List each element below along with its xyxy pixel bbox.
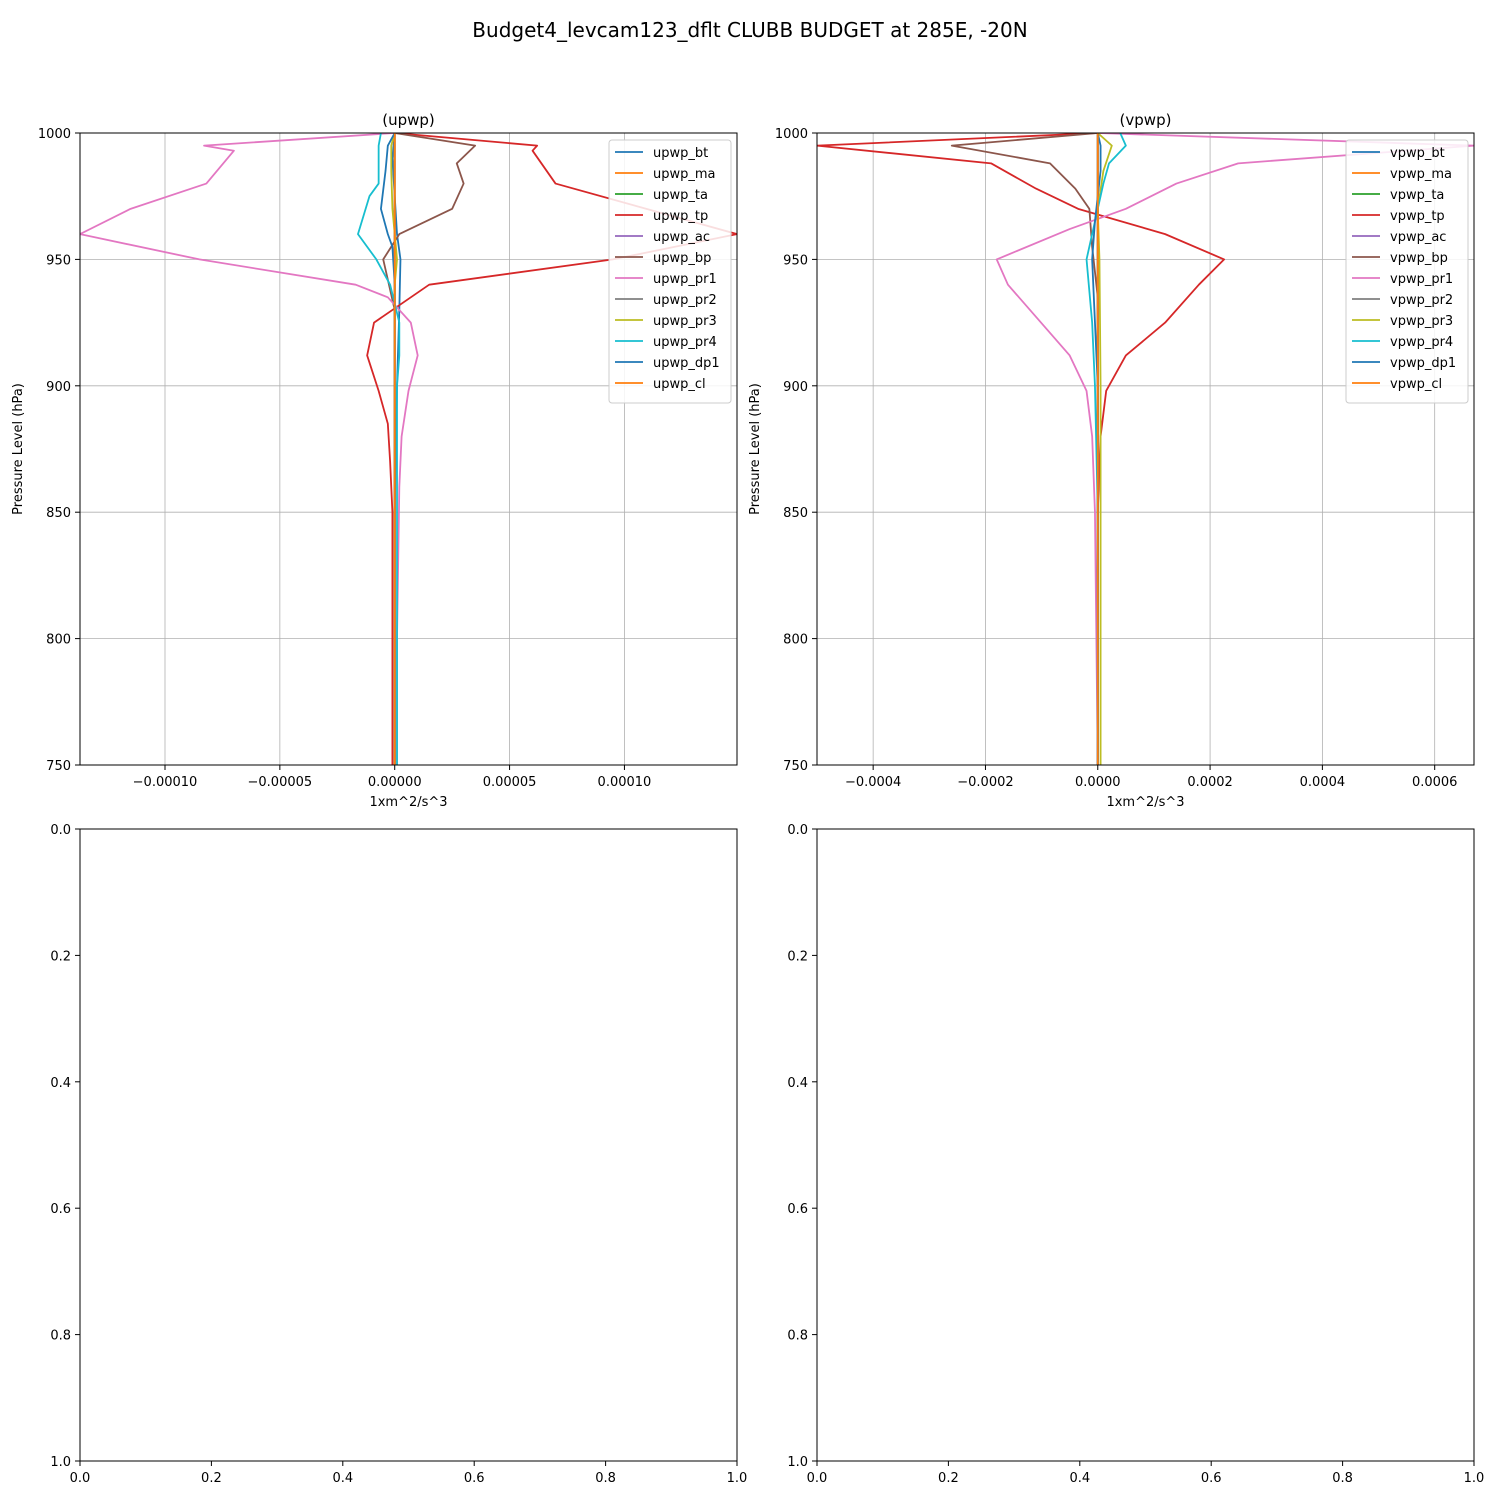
vpwp-pr4-line: [1085, 133, 1127, 765]
vpwp-y-tick-label: 750: [783, 759, 808, 774]
vpwp-axes-frame: [816, 132, 1475, 766]
bottom-right-x-tick-label: 0.4: [1069, 1471, 1090, 1486]
bottom-right-x-tick-label: 0.2: [938, 1471, 959, 1486]
bottom-left-y-tick-label: 0.6: [50, 1202, 71, 1217]
legend-label-upwp-pr3: upwp_pr3: [653, 314, 717, 329]
bottom-left-y-tick-label: 0.8: [50, 1329, 71, 1344]
bottom-left-axes-frame: [79, 828, 738, 1462]
upwp-pr1-line: [80, 133, 419, 765]
legend-label-vpwp-bt: vpwp_bt: [1390, 146, 1445, 161]
upwp-x-tick-label: −0.00010: [133, 775, 198, 790]
upwp-axes-frame: [79, 132, 738, 766]
bottom-right-x-tick-label: 0.6: [1201, 1471, 1222, 1486]
vpwp-y-tick-label: 800: [783, 633, 808, 648]
legend-label-vpwp-pr1: vpwp_pr1: [1390, 272, 1453, 287]
upwp-x-tick-label: −0.00005: [248, 775, 313, 790]
empty-panel-bottom-right: 0.0 0.2 0.4 0.6 0.8 1.00.00.20.40.60.81.0: [787, 823, 1484, 1486]
empty-panel-bottom-left: 0.0 0.2 0.4 0.6 0.8 1.00.00.20.40.60.81.0: [50, 823, 747, 1486]
bottom-right-y-tick-label: 0.6: [787, 1202, 808, 1217]
bottom-left-x-tick-label: 0.4: [332, 1471, 353, 1486]
bottom-right-x-tick-label: 0.8: [1332, 1471, 1353, 1486]
vpwp-x-tick-label: −0.0002: [957, 775, 1013, 790]
vpwp-panel: −0.0004 −0.0002 0.0000 0.0002 0.0004 0.0006 75…: [748, 111, 1475, 810]
upwp-legend-box: [608, 139, 732, 404]
legend-label-vpwp-ac: vpwp_ac: [1390, 230, 1446, 245]
vpwp-x-tick-label: 0.0006: [1412, 775, 1458, 790]
legend-label-upwp-bt: upwp_bt: [653, 146, 708, 161]
upwp-y-tick-label: 1000: [38, 127, 71, 142]
legend-label-vpwp-cl: vpwp_cl: [1390, 377, 1442, 392]
vpwp-y-axis-label: Pressure Level (hPa): [748, 383, 763, 515]
vpwp-pr1-line: [995, 133, 1474, 765]
vpwp-y-tick-label: 950: [783, 253, 808, 268]
legend-label-upwp-pr2: upwp_pr2: [653, 293, 717, 308]
upwp-pr4-line: [357, 133, 401, 765]
vpwp-panel-title: (vpwp): [1120, 111, 1172, 129]
legend-label-vpwp-ma: vpwp_ma: [1390, 167, 1452, 182]
bottom-right-x-tick-label: 0.0: [807, 1471, 828, 1486]
bottom-left-x-tick-label: 0.2: [201, 1471, 222, 1486]
upwp-x-tick-label: 0.00010: [598, 775, 652, 790]
upwp-x-tick-label: 0.00000: [368, 775, 422, 790]
vpwp-tp-line: [817, 133, 1226, 765]
bottom-left-y-tick-label: 0.2: [50, 949, 71, 964]
legend-label-upwp-pr4: upwp_pr4: [653, 335, 717, 350]
upwp-panel: −0.00010 −0.00005 0.00000 0.00005 0.00010 750…: [11, 111, 738, 810]
vpwp-x-tick-label: −0.0004: [845, 775, 901, 790]
upwp-y-tick-label: 900: [46, 380, 71, 395]
vpwp-x-tick-label: 0.0002: [1187, 775, 1233, 790]
vpwp-y-tick-label: 900: [783, 380, 808, 395]
vpwp-legend-box: [1345, 139, 1469, 404]
figure-title: Budget4_levcam123_dflt CLUBB BUDGET at 2…: [472, 18, 1027, 42]
legend-label-upwp-ac: upwp_ac: [653, 230, 710, 245]
bottom-right-y-tick-label: 1.0: [787, 1455, 808, 1470]
bottom-right-y-tick-label: 0.8: [787, 1329, 808, 1344]
legend-label-upwp-bp: upwp_bp: [653, 251, 711, 266]
upwp-x-axis-label: 1xm^2/s^3: [369, 795, 447, 810]
legend-label-vpwp-bp: vpwp_bp: [1390, 251, 1448, 266]
bottom-left-x-tick-label: 0.0: [70, 1471, 91, 1486]
upwp-x-tick-label: 0.00005: [483, 775, 537, 790]
upwp-legend: upwp_bt upwp_ma upwp_ta upwp_tp upwp_ac upwp_…: [608, 139, 732, 404]
upwp-y-tick-label: 850: [46, 506, 71, 521]
bottom-left-x-tick-label: 0.8: [595, 1471, 616, 1486]
bottom-left-x-tick-label: 0.6: [464, 1471, 485, 1486]
vpwp-x-axis-label: 1xm^2/s^3: [1106, 795, 1184, 810]
bottom-left-x-tick-label: 1.0: [727, 1471, 748, 1486]
vpwp-legend: vpwp_bt vpwp_ma vpwp_ta vpwp_tp vpwp_ac vpwp_…: [1345, 139, 1469, 404]
bottom-right-y-tick-label: 0.2: [787, 949, 808, 964]
legend-label-upwp-pr1: upwp_pr1: [653, 272, 717, 287]
bottom-right-axes-frame: [816, 828, 1475, 1462]
legend-label-vpwp-dp1: vpwp_dp1: [1390, 356, 1456, 371]
upwp-tp-line: [366, 133, 737, 765]
bottom-right-x-tick-label: 1.0: [1464, 1471, 1485, 1486]
vpwp-y-tick-label: 850: [783, 506, 808, 521]
vpwp-y-tick-label: 1000: [775, 127, 808, 142]
bottom-left-y-tick-label: 1.0: [50, 1455, 71, 1470]
legend-label-vpwp-pr4: vpwp_pr4: [1390, 335, 1453, 350]
legend-label-vpwp-ta: vpwp_ta: [1390, 188, 1444, 203]
vpwp-x-tick-label: 0.0000: [1075, 775, 1121, 790]
legend-label-upwp-cl: upwp_cl: [653, 377, 706, 392]
upwp-y-tick-label: 750: [46, 759, 71, 774]
upwp-panel-title: (upwp): [382, 111, 435, 129]
legend-label-vpwp-tp: vpwp_tp: [1390, 209, 1445, 224]
bottom-right-y-tick-label: 0.0: [787, 823, 808, 838]
bottom-left-y-tick-label: 0.0: [50, 823, 71, 838]
bottom-left-y-tick-label: 0.4: [50, 1076, 71, 1091]
upwp-y-axis-label: Pressure Level (hPa): [11, 383, 26, 515]
bottom-right-y-tick-label: 0.4: [787, 1076, 808, 1091]
legend-label-upwp-tp: upwp_tp: [653, 209, 708, 224]
legend-label-upwp-ta: upwp_ta: [653, 188, 708, 203]
legend-label-upwp-ma: upwp_ma: [653, 167, 716, 182]
upwp-y-tick-label: 800: [46, 633, 71, 648]
vpwp-x-tick-label: 0.0004: [1300, 775, 1346, 790]
upwp-y-tick-label: 950: [46, 253, 71, 268]
legend-label-upwp-dp1: upwp_dp1: [653, 356, 720, 371]
legend-label-vpwp-pr3: vpwp_pr3: [1390, 314, 1453, 329]
legend-label-vpwp-pr2: vpwp_pr2: [1390, 293, 1453, 308]
